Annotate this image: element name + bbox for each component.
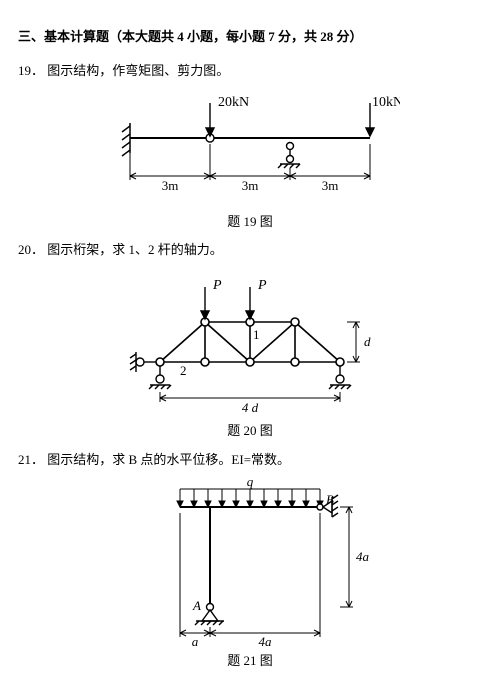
q19-line: 19． 图示结构，作弯矩图、剪力图。 [18,61,482,82]
q20-figure: P P 1 2 4 d d 题 20 图 [18,267,482,442]
q19-load2: 10kN [372,95,400,110]
q19-dim-a: 3m [162,178,179,193]
q19-dim-c: 3m [322,178,339,193]
q21-dimV: 4a [356,549,370,564]
q20-span: 4 d [242,400,259,415]
q20-P-a: P [212,278,222,293]
q21-line: 21． 图示结构，求 B 点的水平位移。EI=常数。 [18,450,482,471]
q19-load1: 20kN [218,95,249,110]
q20-height: d [364,334,371,349]
q19-caption: 题 19 图 [18,212,482,233]
q20-text: 图示桁架，求 1、2 杆的轴力。 [47,242,223,257]
q20-P-b: P [257,278,267,293]
q21-text: 图示结构，求 B 点的水平位移。EI=常数。 [47,452,290,467]
q20-m1: 1 [253,327,260,342]
q21-num: 21． [18,452,44,467]
q20-caption: 题 20 图 [18,421,482,442]
section-title: 三、基本计算题（本大题共 4 小题，每小题 7 分，共 28 分） [18,27,482,48]
q20-num: 20． [18,242,44,257]
q21-caption: 题 21 图 [18,651,482,672]
q20-line: 20． 图示桁架，求 1、2 杆的轴力。 [18,240,482,261]
q21-A: A [192,598,201,613]
q20-m2: 2 [180,363,187,378]
q21-dimH1: a [192,634,199,647]
q19-figure: 20kN 10kN 3m 3m 3m 题 19 图 [18,88,482,233]
q19-text: 图示结构，作弯矩图、剪力图。 [47,63,229,78]
q21-dimH2: 4a [259,634,273,647]
q21-q: q [247,477,254,489]
q21-figure: q B A [18,477,482,672]
q19-num: 19． [18,63,44,78]
q19-dim-b: 3m [242,178,259,193]
